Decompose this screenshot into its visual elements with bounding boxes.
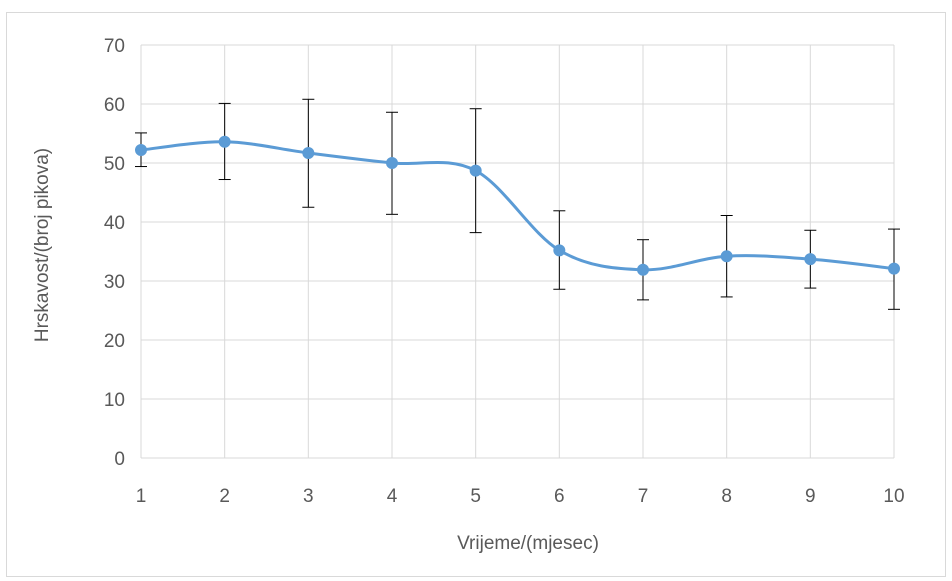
y-axis-title: Hrskavost/(broj pikova) bbox=[32, 148, 53, 342]
y-tick-label: 0 bbox=[114, 449, 125, 470]
x-axis-ticks: 1 2 3 4 5 6 7 8 9 10 bbox=[136, 486, 905, 507]
x-tick-label: 6 bbox=[554, 486, 565, 507]
y-tick-label: 20 bbox=[104, 331, 125, 352]
data-point bbox=[720, 250, 733, 263]
y-tick-label: 30 bbox=[104, 272, 125, 293]
data-point bbox=[302, 146, 315, 159]
y-tick-label: 70 bbox=[104, 36, 125, 57]
x-tick-label: 9 bbox=[805, 486, 816, 507]
x-tick-label: 3 bbox=[303, 486, 314, 507]
data-points bbox=[135, 135, 900, 276]
x-tick-label: 1 bbox=[136, 486, 147, 507]
data-point bbox=[888, 262, 900, 275]
x-tick-label: 4 bbox=[387, 486, 398, 507]
x-axis-title: Vrijeme/(mjesec) bbox=[457, 533, 599, 554]
x-tick-label: 7 bbox=[638, 486, 649, 507]
data-point bbox=[386, 157, 398, 169]
data-point bbox=[469, 164, 482, 177]
y-tick-label: 50 bbox=[104, 154, 125, 175]
x-tick-label: 8 bbox=[721, 486, 732, 507]
y-tick-label: 40 bbox=[104, 213, 125, 234]
data-point bbox=[804, 253, 817, 266]
x-tick-label: 10 bbox=[883, 486, 904, 507]
data-point bbox=[553, 244, 566, 257]
y-axis-ticks: 0 10 20 30 40 50 60 70 bbox=[104, 36, 125, 470]
y-tick-label: 60 bbox=[104, 95, 125, 116]
series-line bbox=[139, 140, 896, 272]
data-point bbox=[135, 144, 147, 157]
data-point bbox=[637, 263, 649, 276]
series-line-path bbox=[139, 140, 896, 272]
error-bars bbox=[135, 98, 900, 310]
x-tick-label: 5 bbox=[470, 486, 481, 507]
y-tick-label: 10 bbox=[104, 390, 125, 411]
data-point bbox=[218, 135, 231, 148]
grid-lines bbox=[140, 44, 895, 459]
x-tick-label: 2 bbox=[219, 486, 230, 507]
